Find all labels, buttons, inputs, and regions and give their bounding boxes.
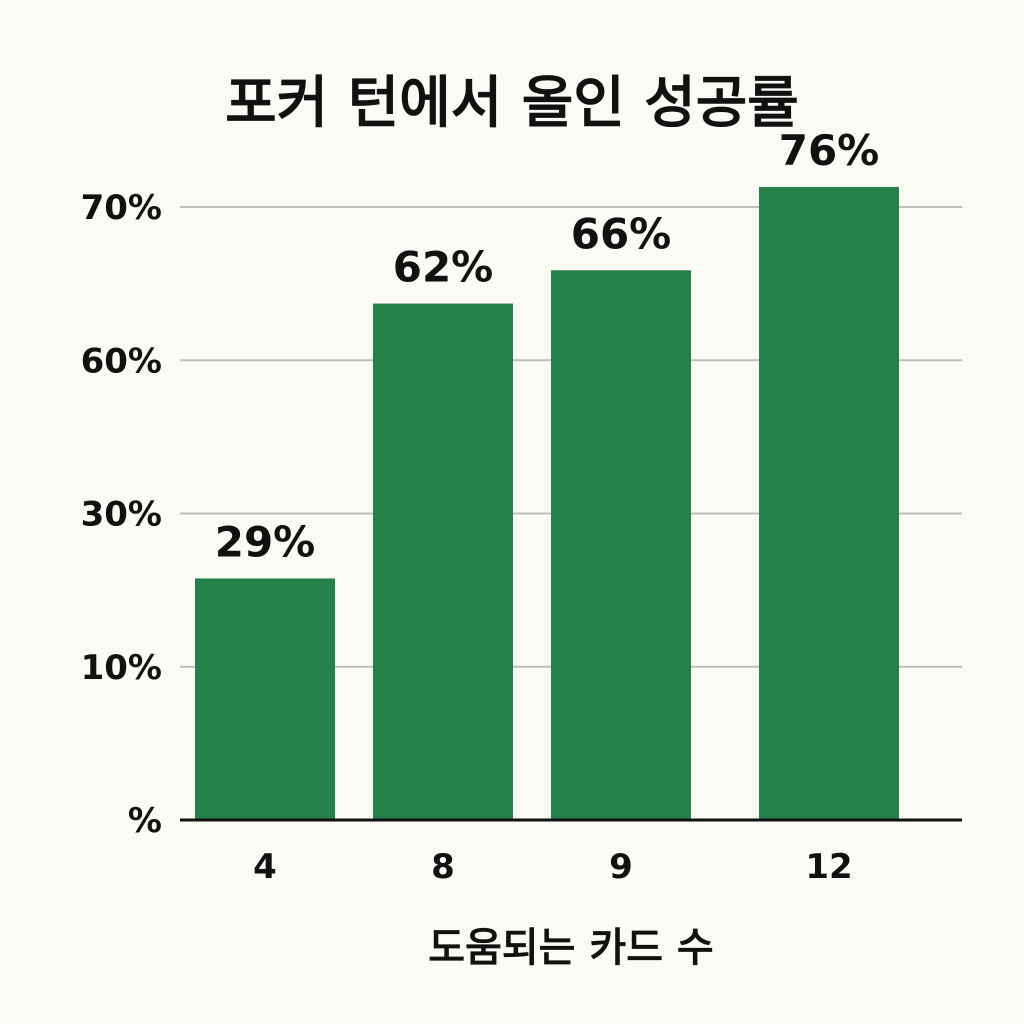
data-label: 66% bbox=[571, 209, 672, 258]
bar bbox=[551, 270, 691, 821]
y-tick-label: 70% bbox=[81, 188, 162, 228]
data-label: 76% bbox=[779, 126, 880, 175]
y-tick-label: 30% bbox=[81, 495, 162, 535]
data-label: 62% bbox=[393, 243, 494, 292]
x-tick-label: 4 bbox=[253, 847, 277, 887]
bar bbox=[195, 578, 335, 820]
x-tick-label: 9 bbox=[609, 847, 633, 887]
data-label: 29% bbox=[215, 517, 316, 566]
y-tick-label: % bbox=[128, 801, 162, 841]
x-axis-label: 도움되는 카드 수 bbox=[428, 925, 714, 971]
chart-title: 포커 턴에서 올인 성공률 bbox=[225, 71, 799, 136]
x-tick-label: 12 bbox=[805, 847, 852, 887]
y-tick-label: 10% bbox=[81, 648, 162, 688]
bar bbox=[373, 303, 513, 820]
x-tick-label: 8 bbox=[431, 847, 455, 887]
bar bbox=[759, 186, 899, 820]
y-tick-label: 60% bbox=[81, 341, 162, 381]
